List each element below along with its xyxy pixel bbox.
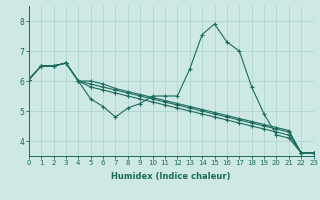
X-axis label: Humidex (Indice chaleur): Humidex (Indice chaleur)	[111, 172, 231, 181]
